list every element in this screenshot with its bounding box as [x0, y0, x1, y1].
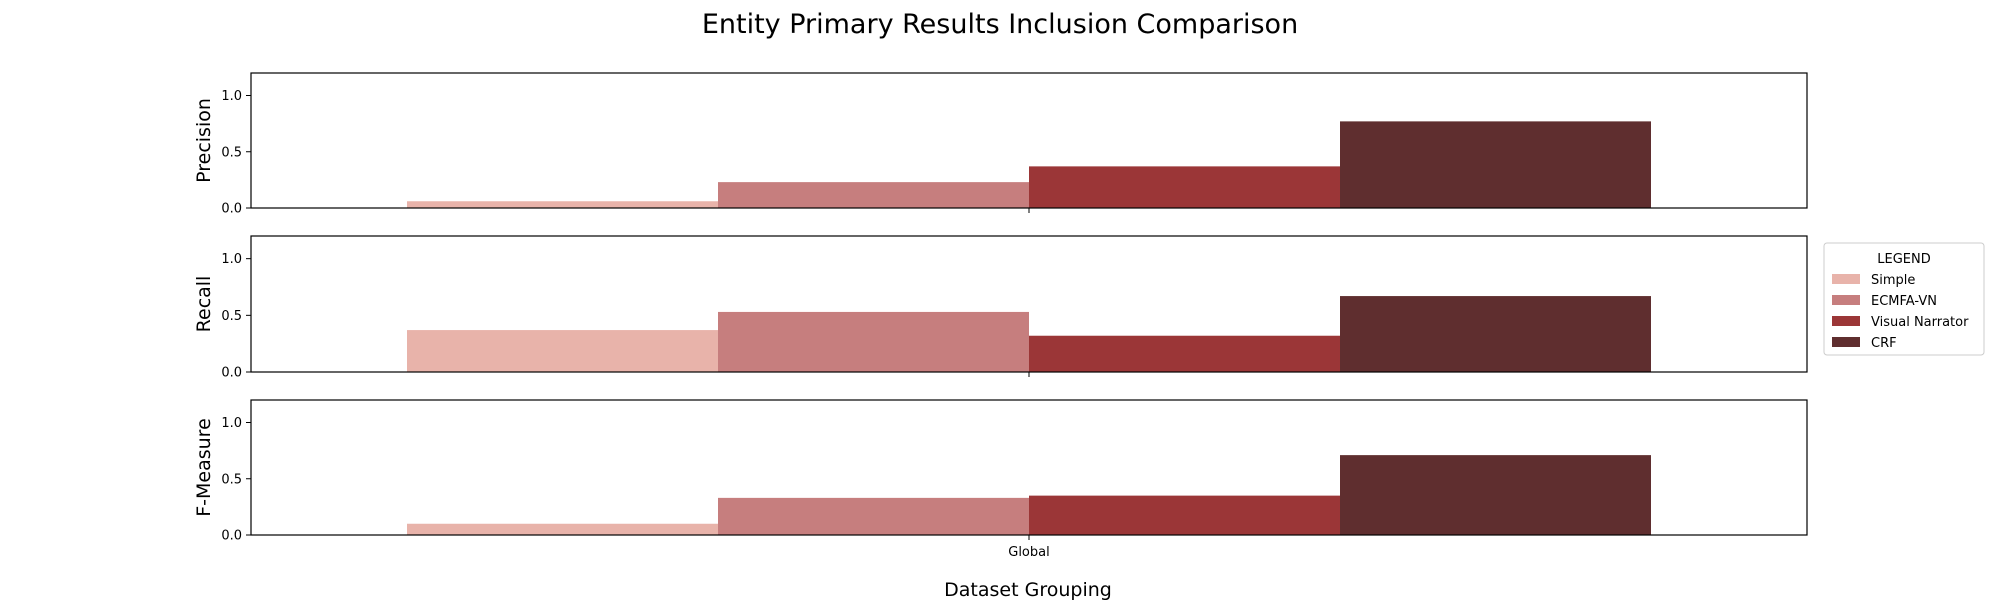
bar-recall-simple [407, 330, 718, 372]
x-axis-label: Dataset Grouping [944, 579, 1112, 600]
legend-label-visual-narrator: Visual Narrator [1871, 315, 1969, 330]
bar-precision-ecmfa-vn [718, 182, 1029, 208]
bar-f-measure-visual-narrator [1029, 495, 1340, 535]
x-tick-label: Global [1008, 545, 1049, 560]
bar-precision-visual-narrator [1029, 166, 1340, 208]
legend-swatch-crf [1832, 337, 1860, 347]
y-tick-label: 0.0 [221, 366, 242, 381]
legend-box [1823, 242, 1985, 356]
bar-f-measure-ecmfa-vn [718, 497, 1029, 535]
y-tick-label: 1.0 [221, 252, 242, 267]
bar-recall-visual-narrator [1029, 335, 1340, 372]
bar-recall-ecmfa-vn [718, 311, 1029, 372]
bar-recall-crf [1340, 296, 1651, 372]
legend-label-crf: CRF [1871, 336, 1897, 351]
bar-precision-crf [1340, 121, 1651, 208]
legend-swatch-visual-narrator [1832, 316, 1860, 326]
y-tick-label: 0.5 [221, 472, 242, 487]
y-axis-label-f-measure: F-Measure [193, 418, 215, 517]
y-tick-label: 0.0 [221, 202, 242, 217]
chart-title: Entity Primary Results Inclusion Compari… [702, 9, 1298, 40]
y-tick-label: 0.5 [221, 145, 242, 160]
y-tick-label: 1.0 [221, 416, 242, 431]
legend-swatch-simple [1832, 274, 1860, 284]
legend-label-simple: Simple [1871, 273, 1915, 288]
legend: LEGEND Simple ECMFA-VN Visual Narrator CRF [1823, 242, 1985, 356]
panels-group: 0.0 0.5 1.0 Precision 0.0 0.5 1.0 Recall 0.0 0.5 1… [193, 72, 1808, 560]
y-axis-label-precision: Precision [193, 98, 215, 183]
y-tick-label: 0.0 [221, 529, 242, 544]
y-tick-label: 0.5 [221, 309, 242, 324]
y-axis-label-recall: Recall [193, 276, 215, 333]
bar-f-measure-crf [1340, 455, 1651, 535]
y-tick-label: 1.0 [221, 89, 242, 104]
legend-title: LEGEND [1877, 252, 1930, 267]
legend-label-ecmfa-vn: ECMFA-VN [1871, 294, 1937, 309]
bar-precision-simple [407, 201, 718, 208]
legend-swatch-ecmfa-vn [1832, 295, 1860, 305]
bar-f-measure-simple [407, 523, 718, 535]
